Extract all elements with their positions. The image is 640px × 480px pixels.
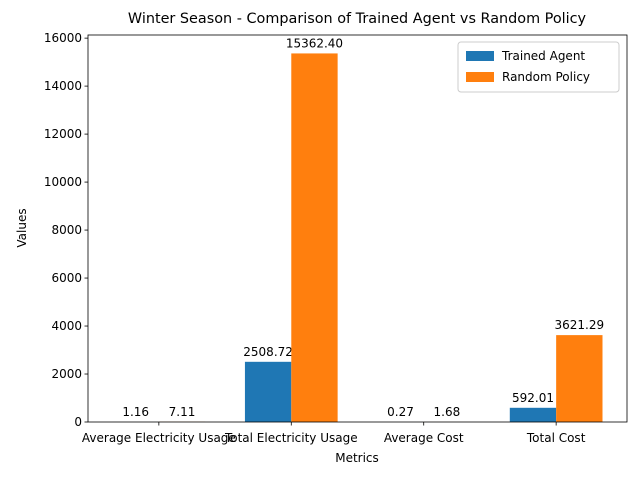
y-tick-label: 16000 [44,31,82,45]
y-tick-label: 10000 [44,175,82,189]
plot-frame [87,34,628,423]
bar [556,335,603,422]
bar [291,53,338,423]
value-label: 592.01 [512,391,554,405]
legend-swatch [466,51,494,61]
value-label: 2508.72 [243,345,293,359]
x-tick-label: Average Electricity Usage [82,431,236,445]
y-tick-label: 12000 [44,127,82,141]
x-tick-label: Total Cost [526,431,586,445]
y-tick-label: 4000 [51,319,82,333]
x-tick-label: Average Cost [384,431,464,445]
legend-swatch [466,72,494,82]
value-label: 1.16 [122,405,149,419]
y-axis-label: Values [15,208,29,247]
bar [509,407,557,422]
x-tick-label: Total Electricity Usage [224,431,358,445]
legend-box [457,41,620,93]
y-tick-label: 2000 [51,367,82,381]
legend: Trained Agent Random Policy [457,41,620,93]
y-tick-label: 6000 [51,271,82,285]
value-label: 3621.29 [555,318,605,332]
legend-label: Random Policy [502,70,590,84]
y-tick-label: 14000 [44,79,82,93]
chart-title: Winter Season - Comparison of Trained Ag… [128,11,587,27]
y-tick-label: 0 [74,415,82,429]
legend-label: Trained Agent [501,49,585,63]
x-axis-label: Metrics [335,451,379,465]
value-label: 7.11 [169,405,196,419]
value-label: 15362.40 [286,36,343,50]
value-label: 1.68 [434,405,461,419]
value-label: 0.27 [387,405,414,419]
bar [244,361,292,422]
y-tick-label: 8000 [51,223,82,237]
